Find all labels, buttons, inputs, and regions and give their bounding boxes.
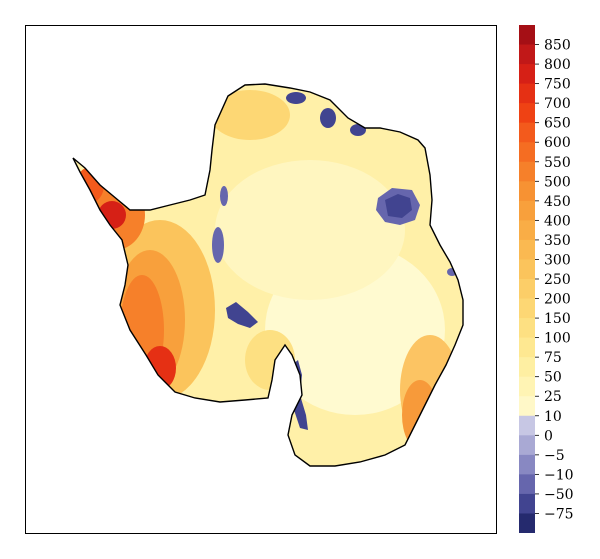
colorbar-tick-label: 400 <box>544 213 571 229</box>
colorbar-swatch <box>519 181 535 202</box>
colorbar-swatch <box>519 376 535 397</box>
colorbar-tick-label: 250 <box>544 272 571 288</box>
colorbar-swatch <box>519 454 535 475</box>
colorbar-tick-label: 350 <box>544 233 571 249</box>
colorbar-swatch <box>519 435 535 456</box>
colorbar-tick-label: 0 <box>544 428 553 444</box>
colorbar-tick-label: 25 <box>544 389 562 405</box>
colorbar-swatch <box>519 161 535 182</box>
colorbar-swatch <box>519 337 535 358</box>
colorbar-swatch <box>519 44 535 65</box>
negative-patch-center <box>226 302 258 328</box>
colorbar-tick-label: 650 <box>544 116 571 132</box>
colorbar-tick-label: 700 <box>544 96 571 112</box>
colorbar-swatch <box>519 279 535 300</box>
colorbar-tick-label: 150 <box>544 311 571 327</box>
colorbar-swatch <box>519 25 535 46</box>
colorbar-swatch-bottom <box>519 513 535 533</box>
colorbar-tick-label: −75 <box>544 506 574 522</box>
colorbar-tick-label: 200 <box>544 292 571 308</box>
colorbar-swatch <box>519 142 535 163</box>
colorbar-tick-label: −5 <box>544 448 565 464</box>
colorbar-tick-label: 100 <box>544 331 571 347</box>
colorbar-tick-label: 50 <box>544 370 562 386</box>
colorbar-swatch <box>519 200 535 221</box>
negative-patch-ne-core <box>385 194 412 218</box>
colorbar-tick-label: 300 <box>544 252 571 268</box>
colorbar-swatch <box>519 298 535 319</box>
negative-patch-n2 <box>320 108 336 128</box>
colorbar-tick-label: 10 <box>544 409 562 425</box>
colorbar-tick-label: 75 <box>544 350 562 366</box>
colorbar-tick-label: 550 <box>544 155 571 171</box>
colorbar-swatch <box>519 122 535 143</box>
colorbar-tick-label: 450 <box>544 194 571 210</box>
colorbar-swatch <box>519 396 535 417</box>
negative-patch-n1 <box>286 92 306 104</box>
colorbar-tick-label: 850 <box>544 38 571 54</box>
colorbar: 8508007507006506005505004504003503002502… <box>519 25 574 533</box>
colorbar-tick-label: 600 <box>544 135 571 151</box>
colorbar-tick-label: 800 <box>544 57 571 73</box>
colorbar-swatch <box>519 474 535 495</box>
colorbar-swatch <box>519 103 535 124</box>
colorbar-swatch <box>519 239 535 260</box>
colorbar-tick-label: −10 <box>544 467 574 483</box>
negative-patch-w1 <box>220 186 228 206</box>
colorbar-swatch <box>519 220 535 241</box>
north-coast-warm-zone <box>210 90 290 140</box>
negative-patch-w2 <box>212 227 224 263</box>
colorbar-tick-label: 750 <box>544 77 571 93</box>
colorbar-swatch <box>519 493 535 514</box>
colorbar-swatch <box>519 259 535 280</box>
colorbar-swatch <box>519 83 535 104</box>
colorbar-tick-label: −50 <box>544 487 574 503</box>
colorbar-swatch <box>519 357 535 378</box>
colorbar-tick-label: 500 <box>544 174 571 190</box>
interior-mid-zone <box>215 160 405 300</box>
colorbar-swatch <box>519 415 535 436</box>
colorbar-swatch <box>519 64 535 85</box>
colorbar-swatch <box>519 318 535 339</box>
